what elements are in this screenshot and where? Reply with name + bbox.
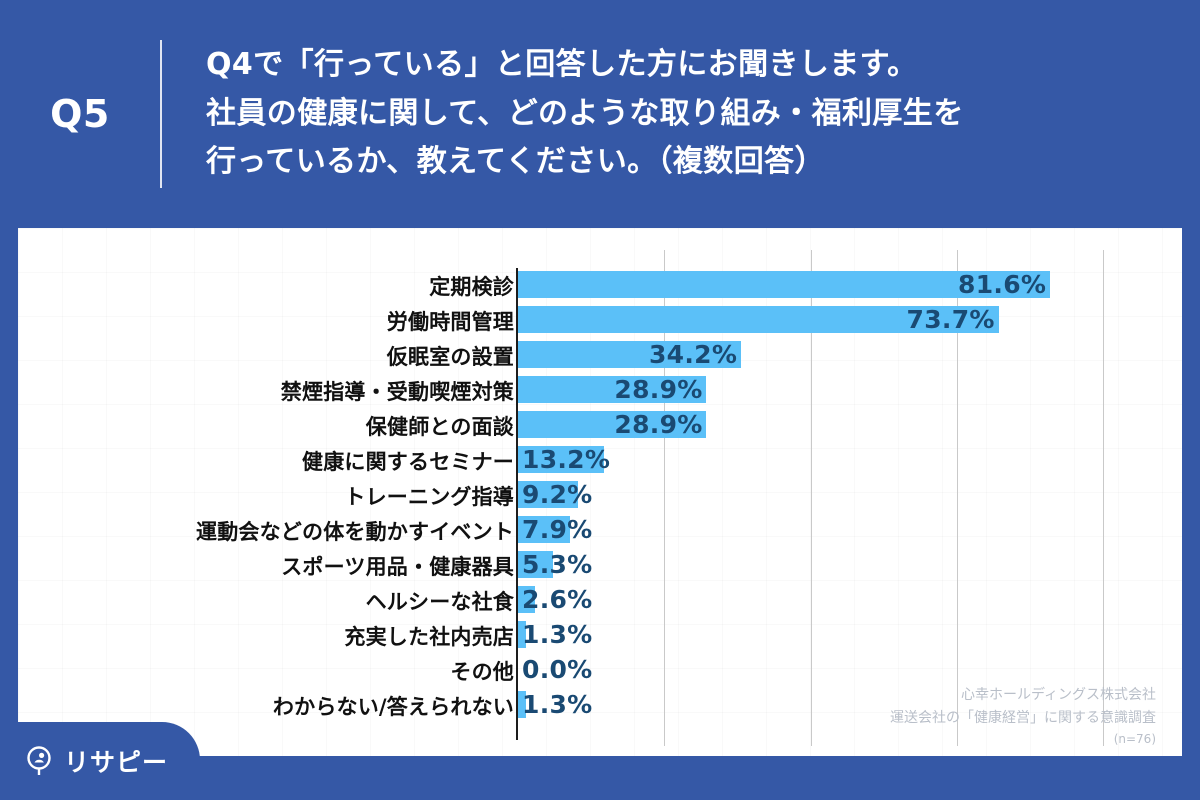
category-label: 保健師との面談 — [365, 414, 514, 439]
category-label: わからない/答えられない — [272, 694, 514, 719]
bar-value-label: 73.7% — [906, 305, 995, 334]
question-header: Q5 Q4で「行っている」と回答した方にお聞きします。 社員の健康に関して、どの… — [0, 0, 1200, 228]
bar-value-label: 13.2% — [522, 445, 611, 474]
bar — [518, 376, 707, 403]
bar-container — [518, 411, 707, 438]
source-company: 心幸ホールディングス株式会社 — [960, 687, 1156, 704]
chart-axis — [516, 268, 518, 740]
bar-value-label: 28.9% — [614, 375, 703, 404]
chart-row: トレーニング指導 9.2% — [18, 478, 1182, 513]
bar-chart: 定期検診 81.6% 労働時間管理 73.7% 仮眠室の設置 34.2% 禁煙指導・受動喫煙… — [18, 228, 1182, 760]
source-sample-size: (n=76) — [1113, 732, 1156, 747]
bar-container — [518, 341, 741, 368]
category-label: 健康に関するセミナー — [302, 449, 514, 474]
source-survey: 運送会社の「健康経営」に関する意識調査 — [890, 710, 1156, 727]
chart-row: その他 0.0% — [18, 653, 1182, 688]
chart-row: 労働時間管理 73.7% — [18, 303, 1182, 338]
brand-logo[interactable]: リサピー — [0, 722, 200, 800]
bar — [518, 341, 741, 368]
bar-container — [518, 306, 999, 333]
bar-value-label: 2.6% — [522, 585, 593, 614]
gridline — [810, 250, 812, 746]
question-number: Q5 — [50, 92, 110, 136]
chart-row: 運動会などの体を動かすイベント 7.9% — [18, 513, 1182, 548]
bottom-bar — [0, 756, 1200, 800]
bar — [518, 306, 999, 333]
bar-container — [518, 516, 570, 543]
category-label: 禁煙指導・受動喫煙対策 — [280, 379, 514, 404]
question-text: Q4で「行っている」と回答した方にお聞きします。 社員の健康に関して、どのような… — [206, 41, 964, 187]
bar-value-label: 1.3% — [522, 620, 593, 649]
category-label: 運動会などの体を動かすイベント — [196, 519, 514, 544]
category-label: 定期検診 — [429, 274, 514, 299]
category-label: スポーツ用品・健康器具 — [281, 554, 514, 579]
bar — [518, 691, 527, 718]
chart-row: わからない/答えられない 1.3% — [18, 688, 1182, 723]
bar-container — [518, 446, 605, 473]
bar-container — [518, 271, 1051, 298]
bar-value-label: 5.3% — [522, 550, 593, 579]
bar — [518, 271, 1051, 298]
bar-container — [518, 586, 535, 613]
chart-card: 定期検診 81.6% 労働時間管理 73.7% 仮眠室の設置 34.2% 禁煙指導・受動喫煙… — [18, 228, 1182, 760]
bar-value-label: 1.3% — [522, 690, 593, 719]
bar-container — [518, 691, 527, 718]
category-label: 充実した社内売店 — [344, 624, 514, 649]
source-attribution: 心幸ホールディングス株式会社 運送会社の「健康経営」に関する意識調査 (n=76… — [890, 684, 1156, 750]
chart-row: 保健師との面談 28.9% — [18, 408, 1182, 443]
chart-row: 健康に関するセミナー 13.2% — [18, 443, 1182, 478]
bar — [518, 446, 605, 473]
bar-container — [518, 376, 707, 403]
chart-row: 充実した社内売店 1.3% — [18, 618, 1182, 653]
bar — [518, 586, 535, 613]
question-line-2: 社員の健康に関して、どのような取り組み・福利厚生を — [206, 95, 964, 131]
category-label: 労働時間管理 — [386, 309, 514, 334]
bar-value-label: 28.9% — [614, 410, 703, 439]
chart-row: ヘルシーな社食 2.6% — [18, 583, 1182, 618]
chart-rows: 定期検診 81.6% 労働時間管理 73.7% 仮眠室の設置 34.2% 禁煙指導・受動喫煙… — [18, 268, 1182, 723]
chart-row: 禁煙指導・受動喫煙対策 28.9% — [18, 373, 1182, 408]
bar-value-label: 9.2% — [522, 480, 593, 509]
category-label: トレーニング指導 — [344, 484, 514, 509]
bar-value-label: 34.2% — [648, 340, 738, 369]
gridline — [664, 250, 666, 746]
bar — [518, 621, 527, 648]
brand-logo-text: リサピー — [64, 748, 169, 777]
category-label: 仮眠室の設置 — [386, 344, 514, 369]
question-line-1: Q4で「行っている」と回答した方にお聞きします。 — [206, 47, 918, 83]
gridline — [1103, 250, 1105, 746]
bar-container — [518, 551, 553, 578]
bar — [518, 551, 553, 578]
bar-value-label: 0.0% — [522, 655, 593, 684]
bar — [518, 411, 707, 438]
chart-row: 定期検診 81.6% — [18, 268, 1182, 303]
bar — [518, 481, 578, 508]
bar-value-label: 81.6% — [958, 270, 1047, 299]
category-label: その他 — [450, 659, 514, 684]
gridline — [956, 250, 958, 746]
bar-container — [518, 481, 578, 508]
category-label: ヘルシーな社食 — [365, 589, 514, 614]
chart-row: スポーツ用品・健康器具 5.3% — [18, 548, 1182, 583]
search-pin-icon — [27, 746, 51, 775]
bar-value-label: 7.9% — [522, 515, 593, 544]
header-divider — [160, 40, 162, 188]
bar — [518, 516, 570, 543]
bar-container — [518, 621, 527, 648]
question-line-3: 行っているか、教えてください。（複数回答） — [206, 144, 825, 180]
chart-row: 仮眠室の設置 34.2% — [18, 338, 1182, 373]
